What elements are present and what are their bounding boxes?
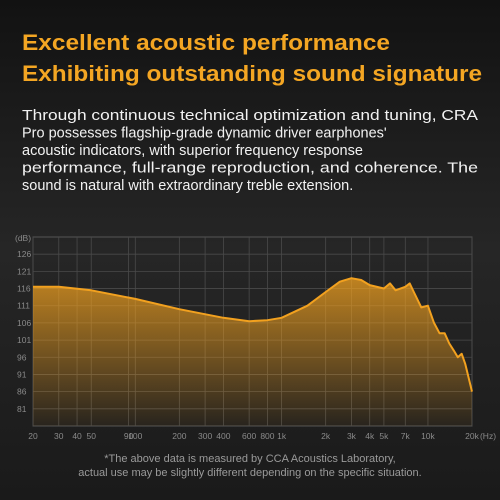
- y-tick-label: 91: [17, 369, 27, 379]
- description-line: acoustic indicators, with superior frequ…: [22, 143, 363, 159]
- y-tick-label: 116: [17, 284, 31, 294]
- x-tick-label: 3k: [347, 431, 357, 441]
- y-tick-label: 106: [17, 318, 31, 328]
- description: Through continuous technical optimizatio…: [22, 108, 478, 194]
- x-tick-label: 30: [54, 431, 64, 441]
- x-axis-label: (Hz): [480, 431, 496, 441]
- x-tick-label: 2k: [321, 431, 331, 441]
- x-tick-label: 10k: [421, 431, 435, 441]
- description-line: performance, full-range reproduction, an…: [22, 161, 478, 177]
- title: Exhibiting outstanding sound signature: [22, 61, 482, 86]
- y-tick-label: 86: [17, 387, 27, 397]
- x-tick-label: 400: [216, 431, 230, 441]
- description-line: Through continuous technical optimizatio…: [22, 108, 478, 124]
- response-area: [33, 278, 472, 426]
- x-tick-label: 800: [260, 431, 274, 441]
- y-axis-label: (dB): [15, 233, 31, 243]
- x-tick-label: 20k: [465, 431, 479, 441]
- title: Excellent acoustic performance: [22, 30, 390, 55]
- x-tick-label: 90: [124, 431, 134, 441]
- y-tick-label: 126: [17, 249, 31, 259]
- x-tick-label: 50: [86, 431, 96, 441]
- response-curve: [33, 277, 473, 392]
- x-tick-label: 100: [128, 431, 142, 441]
- x-tick-label: 7k: [401, 431, 411, 441]
- x-tick-label: 5k: [379, 431, 389, 441]
- footnote: actual use may be slightly different dep…: [78, 467, 421, 479]
- x-tick-label: 4k: [365, 431, 375, 441]
- description-line: Pro possesses flagship-grade dynamic dri…: [22, 126, 387, 142]
- y-tick-label: 81: [17, 404, 27, 414]
- footnote: *The above data is measured by CCA Acous…: [104, 453, 395, 465]
- x-tick-label: 300: [198, 431, 212, 441]
- y-tick-label: 96: [17, 352, 27, 362]
- description-line: sound is natural with extraordinary treb…: [22, 178, 353, 194]
- y-tick-label: 121: [17, 266, 31, 276]
- y-tick-label: 101: [17, 335, 31, 345]
- x-tick-label: 40: [72, 431, 82, 441]
- x-tick-label: 20: [28, 431, 38, 441]
- x-tick-label: 200: [172, 431, 186, 441]
- x-tick-label: 1k: [277, 431, 287, 441]
- x-tick-label: 600: [242, 431, 256, 441]
- y-tick-label: 111: [17, 301, 30, 311]
